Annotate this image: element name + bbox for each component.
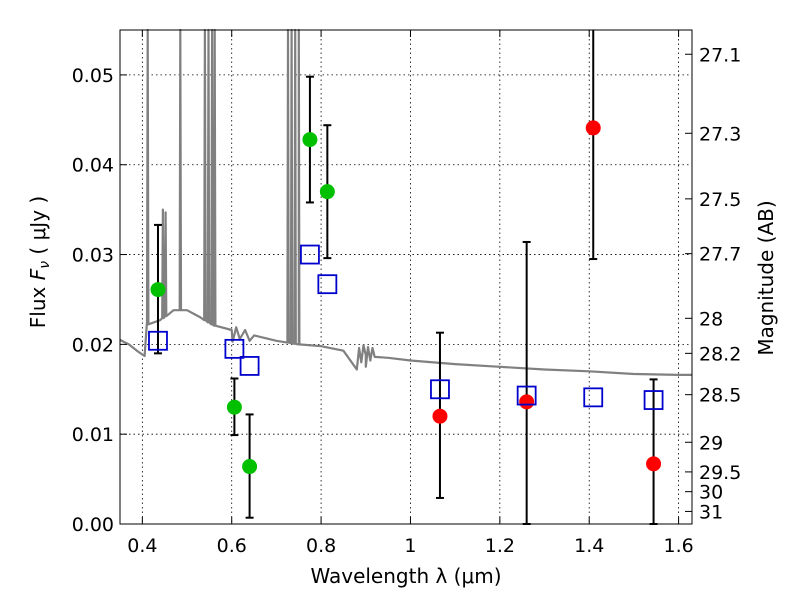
x-tick-label: 0.4: [127, 535, 157, 557]
right-tick-label: 28.5: [699, 385, 741, 407]
y-tick-label: 0.01: [72, 424, 114, 446]
x-tick-label: 1.4: [574, 535, 604, 557]
x-tick-label: 0.8: [306, 535, 336, 557]
right-tick-label: 27.7: [699, 244, 741, 266]
data-points: [148, 120, 664, 475]
y-axis-label: Flux Fν ( μJy ): [26, 196, 53, 328]
right-tick-label: 27.3: [699, 123, 741, 145]
right-tick-label: 28: [699, 308, 723, 330]
model-flux-square: [317, 274, 338, 295]
right-tick-label: 31: [699, 501, 723, 523]
photometry-point: [226, 399, 242, 415]
photometry-point: [302, 132, 318, 148]
model-flux-square: [224, 338, 245, 359]
model-flux-square: [239, 356, 260, 376]
right-tick-label: 29: [699, 432, 723, 454]
y-tick-label: 0.02: [72, 334, 114, 356]
y-tick-label: 0.05: [72, 65, 114, 87]
model-spectrum-line: [119, 28, 692, 376]
error-bars: [153, 30, 658, 525]
y-tick-label: 0.00: [72, 514, 114, 536]
model-flux-square: [583, 387, 604, 408]
y-tick-label: 0.03: [72, 245, 114, 267]
model-flux-square: [430, 379, 450, 400]
x-tick-label: 1.2: [485, 535, 515, 557]
right-axis-label: Magnitude (AB): [754, 200, 778, 355]
right-tick-label: 27.5: [699, 189, 741, 211]
x-axis-label: Wavelength λ (μm): [310, 564, 501, 588]
photometry-point: [585, 120, 601, 136]
photometry-point: [646, 456, 662, 472]
model-flux-square: [300, 244, 320, 265]
y-tick-label: 0.04: [72, 155, 114, 177]
model-flux-square: [148, 330, 168, 351]
right-tick-label: 28.2: [699, 343, 741, 365]
photometry-point: [432, 408, 448, 424]
axis-ticks: [120, 30, 692, 525]
right-tick-label: 27.1: [699, 44, 741, 66]
photometry-point: [150, 282, 166, 298]
right-tick-label: 30: [699, 482, 723, 504]
model-flux-square: [516, 385, 537, 406]
x-tick-label: 1: [404, 535, 416, 557]
tick-labels: 0.4 0.6 0.8 1 1.2 1.4 1.6 0.00 0.01 0.02 0.03 0.04 0…: [72, 44, 742, 557]
model-spectrum: [119, 28, 692, 376]
x-tick-label: 1.6: [663, 535, 693, 557]
x-tick-label: 0.6: [217, 535, 247, 557]
right-tick-label: 29.5: [699, 462, 741, 484]
photometry-point: [319, 184, 335, 200]
photometry-point: [242, 459, 258, 475]
model-flux-square: [643, 390, 664, 410]
photometry-point: [519, 394, 535, 410]
plot-frame: [119, 29, 693, 525]
